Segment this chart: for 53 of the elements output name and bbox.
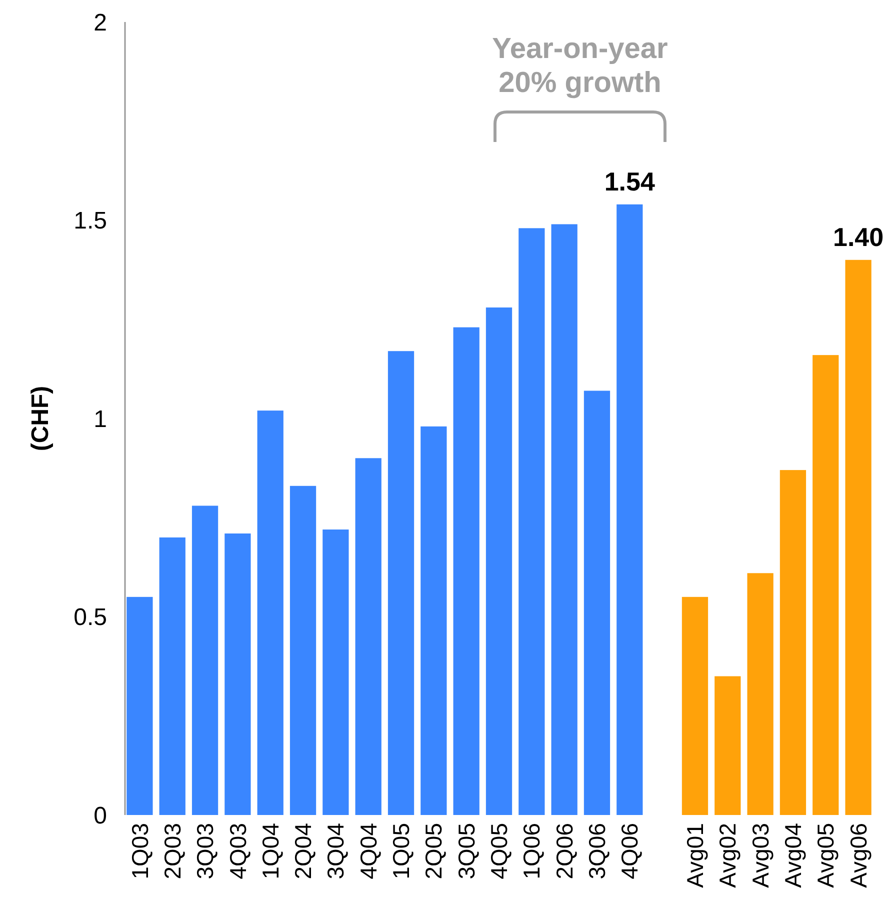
x-tick-label: Avg03 bbox=[747, 823, 774, 888]
bar bbox=[616, 204, 643, 815]
x-tick-label: Avg01 bbox=[682, 823, 708, 888]
bar bbox=[159, 537, 186, 815]
x-tick-label: Avg05 bbox=[812, 823, 839, 888]
x-tick-label: 4Q05 bbox=[486, 823, 512, 880]
y-tick-label: 0 bbox=[94, 802, 107, 830]
y-tick-label: 2 bbox=[94, 9, 107, 36]
x-tick-label: 2Q05 bbox=[420, 823, 447, 880]
bar bbox=[518, 228, 545, 815]
bar bbox=[780, 470, 806, 815]
bar bbox=[290, 486, 316, 815]
bar bbox=[812, 355, 839, 815]
x-tick-label: Avg06 bbox=[845, 823, 872, 888]
bar bbox=[355, 458, 382, 815]
x-tick-label: 3Q03 bbox=[192, 823, 218, 880]
y-tick-label: 1 bbox=[94, 406, 107, 433]
x-tick-label: 2Q04 bbox=[290, 822, 316, 880]
y-tick-label: 1.5 bbox=[74, 208, 107, 235]
bar bbox=[551, 224, 578, 815]
bar bbox=[257, 410, 284, 815]
bar bbox=[453, 327, 480, 815]
x-tick-label: Avg02 bbox=[714, 823, 741, 888]
bar bbox=[682, 596, 708, 815]
x-tick-label: 4Q06 bbox=[616, 823, 643, 880]
annotation: Year-on-year 20% growth bbox=[492, 33, 668, 99]
y-axis-title: (CHF) bbox=[27, 386, 54, 452]
x-tick-label: 1Q06 bbox=[518, 823, 545, 880]
data-label: 1.40 bbox=[832, 222, 883, 252]
x-tick-label: 3Q04 bbox=[322, 822, 349, 880]
y-tick-label: 0.5 bbox=[74, 604, 107, 632]
bar bbox=[224, 533, 251, 815]
bar bbox=[845, 260, 872, 815]
x-tick-label: 1Q04 bbox=[257, 822, 284, 880]
x-tick-label: 3Q06 bbox=[584, 823, 610, 880]
bar bbox=[322, 530, 349, 815]
x-tick-label: 1Q05 bbox=[388, 823, 414, 880]
bar bbox=[714, 676, 741, 815]
x-tick-label: 4Q04 bbox=[355, 822, 382, 880]
bar bbox=[126, 596, 153, 815]
bar bbox=[388, 351, 414, 815]
x-tick-label: 1Q03 bbox=[126, 823, 153, 880]
x-tick-label: Avg04 bbox=[780, 822, 806, 888]
bar bbox=[584, 390, 610, 815]
x-tick-label: 2Q06 bbox=[551, 823, 578, 880]
x-tick-label: 4Q03 bbox=[224, 823, 251, 880]
bar bbox=[486, 307, 512, 815]
bar bbox=[420, 426, 447, 815]
data-label: 1.54 bbox=[604, 166, 656, 196]
bar bbox=[192, 506, 218, 815]
x-tick-label: 2Q03 bbox=[159, 823, 186, 880]
x-tick-label: 3Q05 bbox=[453, 823, 480, 880]
bar bbox=[747, 573, 774, 815]
